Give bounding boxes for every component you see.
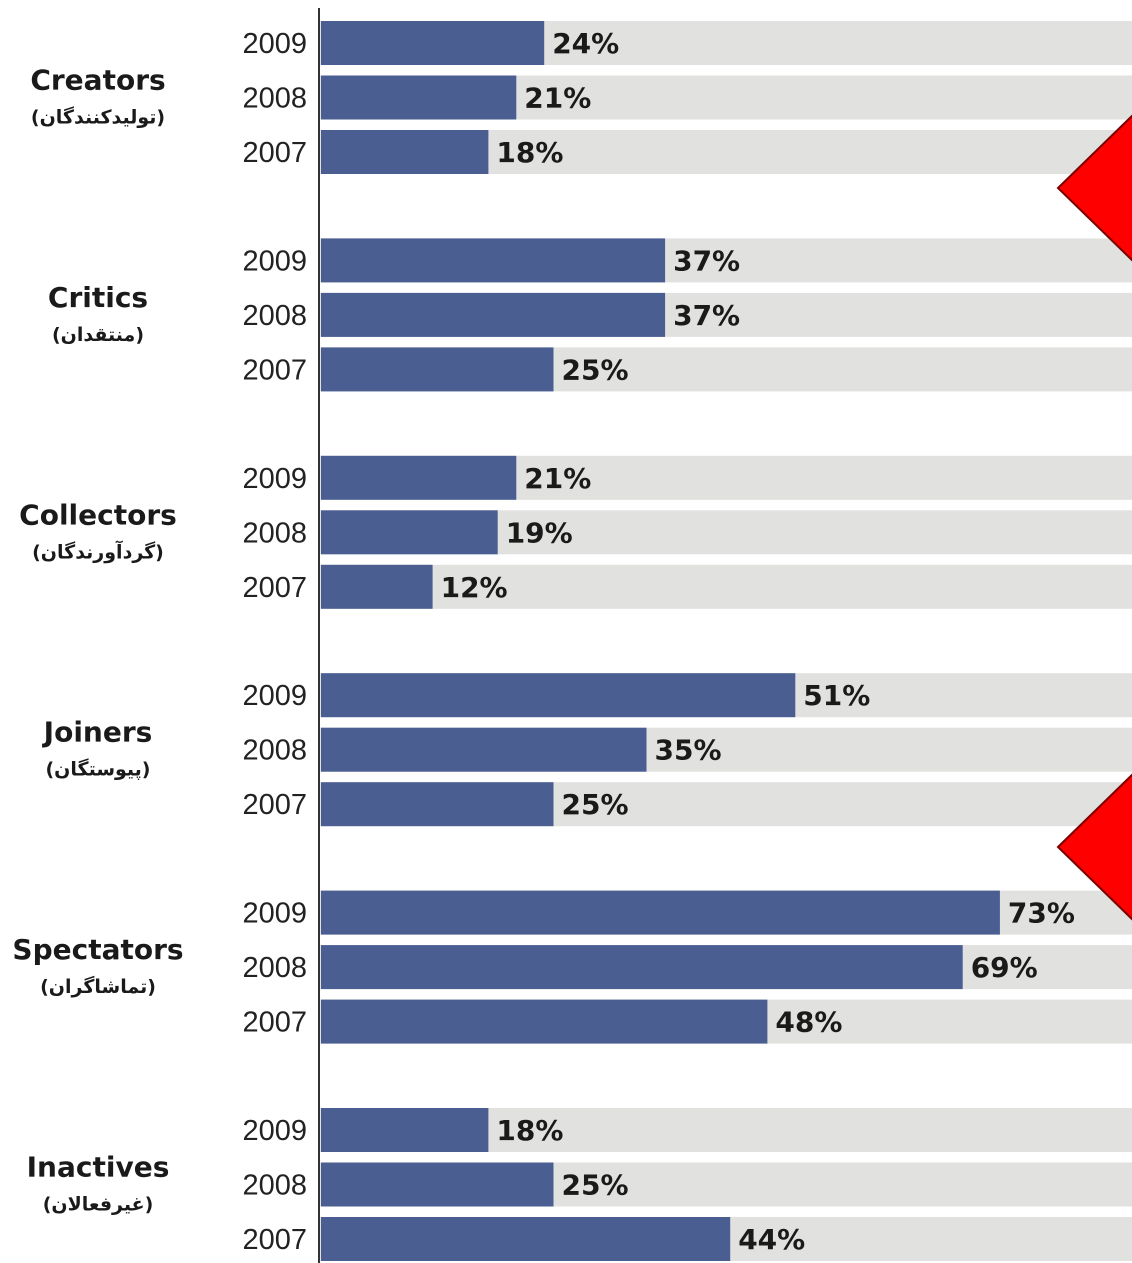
year-label-critics-2007: 2007 [242,354,307,386]
value-label-spectators-2007: 48% [775,1006,842,1039]
bar-critics-2007 [321,347,554,392]
value-label-joiners-2009: 51% [803,679,870,712]
bar-inactives-2009 [321,1108,489,1152]
value-label-collectors-2007: 12% [441,571,508,604]
value-label-critics-2009: 37% [673,244,740,277]
value-label-inactives-2009: 18% [496,1114,563,1147]
year-label-collectors-2007: 2007 [242,572,307,604]
year-label-creators-2009: 2009 [242,28,307,60]
value-label-joiners-2008: 35% [655,734,722,767]
annotation-markers [1056,114,1132,921]
bar-collectors-2007 [321,564,433,609]
value-label-spectators-2009: 73% [1008,897,1075,930]
bar-joiners-2008 [321,727,647,772]
year-label-spectators-2007: 2007 [242,1007,307,1039]
value-label-spectators-2008: 69% [971,951,1038,984]
year-label-creators-2008: 2008 [242,83,307,115]
year-label-inactives-2008: 2008 [242,1170,307,1202]
value-label-creators-2008: 21% [524,82,591,115]
year-label-creators-2007: 2007 [242,137,307,169]
category-label-fa-creators: (تولیدکنندگان) [31,106,165,129]
category-label-spectators: Spectators [12,933,183,966]
bar-inactives-2008 [321,1162,554,1207]
category-label-fa-collectors: (گردآورندگان) [32,539,164,563]
year-label-critics-2009: 2009 [242,245,307,277]
bar-creators-2007 [321,130,489,174]
value-label-joiners-2007: 25% [562,788,629,821]
category-label-inactives: Inactives [27,1151,170,1184]
value-label-creators-2009: 24% [552,27,619,60]
year-label-inactives-2007: 2007 [242,1224,307,1256]
bar-creators-2009 [321,21,545,65]
value-label-critics-2007: 25% [562,353,629,386]
bar-spectators-2008 [321,945,963,990]
bar-critics-2008 [321,292,666,337]
bar-tracks [319,21,1132,1261]
year-label-collectors-2009: 2009 [242,463,307,495]
red-triangle-marker-2 [1056,773,1132,921]
year-label-collectors-2008: 2008 [242,517,307,549]
value-label-collectors-2009: 21% [524,462,591,495]
year-label-critics-2008: 2008 [242,300,307,332]
bar-joiners-2009 [321,673,796,718]
bar-joiners-2007 [321,782,554,827]
red-triangle-marker-1 [1056,114,1132,262]
category-label-collectors: Collectors [19,498,177,531]
year-label-joiners-2007: 2007 [242,789,307,821]
year-label-inactives-2009: 2009 [242,1115,307,1147]
category-label-joiners: Joiners [42,716,153,749]
bar-inactives-2007 [321,1217,731,1261]
value-label-creators-2007: 18% [496,136,563,169]
category-label-creators: Creators [30,64,165,97]
category-label-fa-spectators: (تماشاگران) [40,975,156,998]
value-label-inactives-2007: 44% [738,1223,805,1256]
bar-track-collectors-2007 [319,564,1132,609]
bar-collectors-2008 [321,510,498,555]
value-label-inactives-2008: 25% [562,1169,629,1202]
year-label-joiners-2009: 2009 [242,680,307,712]
labels: 2009 24% 2008 21% 2007 18% Creators (تولیدکنندگ… [12,27,1075,1256]
year-label-joiners-2008: 2008 [242,735,307,767]
bar-spectators-2007 [321,999,768,1044]
year-label-spectators-2009: 2009 [242,898,307,930]
category-label-fa-joiners: (پیوستگان) [45,758,150,781]
bar-critics-2009 [321,238,666,283]
bar-creators-2008 [321,75,517,120]
year-label-spectators-2008: 2008 [242,952,307,984]
category-label-fa-inactives: (غیرفعالان) [43,1194,154,1216]
value-label-collectors-2008: 19% [506,516,573,549]
category-label-critics: Critics [48,281,148,314]
bar-collectors-2009 [321,455,517,500]
bar-spectators-2009 [321,890,1000,935]
bars [321,21,1000,1261]
category-label-fa-critics: (منتقدان) [52,324,144,346]
value-label-critics-2008: 37% [673,299,740,332]
